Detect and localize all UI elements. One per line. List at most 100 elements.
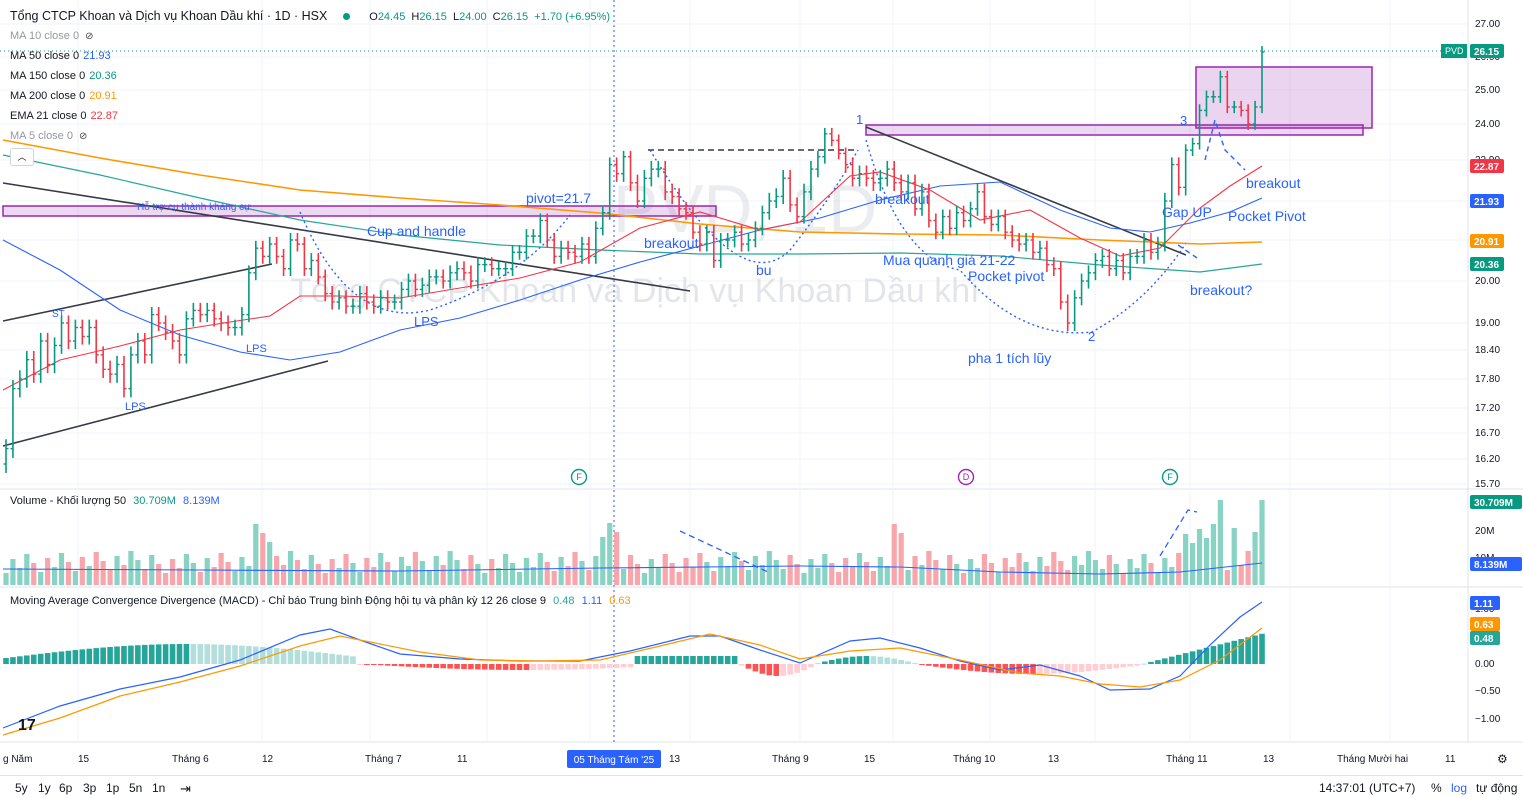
volume-bar[interactable] (967, 559, 974, 585)
macd-hist-bar[interactable] (162, 644, 169, 664)
macd-hist-bar[interactable] (218, 644, 224, 664)
volume-bar[interactable] (738, 561, 745, 585)
macd-hist-bar[interactable] (523, 664, 530, 670)
macd-hist-bar[interactable] (100, 647, 106, 664)
macd-hist-bar[interactable] (815, 663, 821, 665)
macd-hist-bar[interactable] (1203, 647, 1210, 664)
annotation-point-1[interactable]: 1 (856, 112, 863, 127)
volume-bar[interactable] (759, 565, 765, 585)
volume-bar[interactable] (933, 560, 939, 585)
macd-hist-bar[interactable] (752, 664, 759, 672)
macd-hist-bar[interactable] (1023, 664, 1029, 674)
macd-hist-bar[interactable] (1231, 640, 1238, 664)
macd-hist-bar[interactable] (877, 656, 884, 664)
volume-bar[interactable] (364, 558, 370, 585)
volume-bar[interactable] (856, 553, 863, 585)
volume-bar[interactable] (870, 571, 877, 585)
volume-bar[interactable] (620, 569, 627, 585)
volume-bar[interactable] (65, 562, 72, 585)
ma50-line[interactable] (2, 181, 1263, 361)
volume-bar[interactable] (1162, 558, 1168, 585)
volume-bar[interactable] (163, 573, 169, 585)
macd-hist-bar[interactable] (357, 664, 363, 665)
macd-hist-bar[interactable] (1189, 651, 1196, 664)
volume-bar[interactable] (301, 569, 307, 585)
volume-bar[interactable] (1037, 557, 1043, 585)
macd-hist-bar[interactable] (1259, 633, 1265, 664)
volume-bar[interactable] (1044, 566, 1050, 585)
handle-curve[interactable] (1204, 117, 1246, 171)
volume-surge-line[interactable] (1159, 509, 1198, 557)
macd-hist-bar[interactable] (72, 650, 79, 664)
volume-bar[interactable] (884, 566, 890, 585)
macd-hist-bar[interactable] (1085, 664, 1092, 672)
volume-bar[interactable] (128, 551, 134, 585)
indicator-legend-item[interactable]: MA 200 close 0 20.91 (10, 90, 117, 102)
volume-bar[interactable] (1092, 560, 1099, 585)
macd-hist-bar[interactable] (1196, 649, 1203, 664)
volume-legend[interactable]: Volume - Khối lượng 50 30.709M 8.139M (10, 495, 220, 507)
auto-scale-toggle[interactable]: tự động (1476, 781, 1518, 795)
volume-bar[interactable] (641, 573, 648, 585)
macd-hist-bar[interactable] (863, 656, 870, 664)
volume-bar[interactable] (204, 558, 210, 585)
macd-hist-bar[interactable] (502, 664, 509, 670)
volume-bar[interactable] (1148, 563, 1154, 585)
macd-hist-bar[interactable] (1120, 664, 1127, 668)
macd-hist-bar[interactable] (440, 664, 446, 669)
volume-dry-up-line[interactable] (679, 530, 771, 574)
macd-hist-bar[interactable] (1134, 664, 1140, 666)
macd-hist-bar[interactable] (717, 656, 724, 664)
volume-bar[interactable] (516, 572, 523, 585)
volume-bar[interactable] (135, 560, 141, 585)
volume-bar[interactable] (711, 571, 717, 585)
macd-hist-bar[interactable] (211, 644, 217, 664)
volume-bar[interactable] (898, 533, 904, 585)
downtrend-line-2[interactable] (865, 126, 1187, 256)
volume-bar[interactable] (544, 562, 550, 585)
collapse-legend-button[interactable]: ︿ (10, 148, 34, 166)
volume-bar[interactable] (461, 569, 467, 585)
macd-hist-bar[interactable] (86, 648, 93, 664)
timeframe-5n[interactable]: 5n (129, 781, 143, 795)
macd-hist-bar[interactable] (169, 644, 176, 664)
macd-hist-bar[interactable] (114, 646, 120, 664)
volume-bar[interactable] (218, 553, 224, 585)
volume-bar[interactable] (1196, 529, 1203, 585)
annotation-pivot[interactable]: pivot=21.7 (526, 190, 591, 206)
volume-bar[interactable] (551, 571, 557, 585)
volume-bar[interactable] (322, 573, 328, 585)
macd-hist-bar[interactable] (398, 664, 405, 667)
volume-bar[interactable] (773, 560, 779, 585)
macd-hist-bar[interactable] (724, 656, 731, 664)
volume-bar[interactable] (822, 554, 828, 585)
volume-bar[interactable] (197, 572, 203, 585)
annotation-lps-2[interactable]: LPS (246, 343, 267, 355)
volume-bar[interactable] (732, 552, 738, 585)
volume-bar[interactable] (530, 567, 536, 585)
annotation-breakout-1[interactable]: breakout (644, 235, 699, 251)
volume-bar[interactable] (1190, 543, 1196, 585)
volume-bar[interactable] (38, 572, 44, 585)
macd-hist-bar[interactable] (343, 655, 349, 664)
macd-hist-bar[interactable] (1224, 642, 1231, 664)
clock-time[interactable]: 14:37:01 (UTC+7) (1319, 781, 1416, 795)
volume-bar[interactable] (176, 568, 183, 585)
macd-hist-bar[interactable] (329, 653, 335, 664)
volume-bar[interactable] (315, 564, 321, 585)
macd-hist-bar[interactable] (461, 664, 467, 670)
volume-bar[interactable] (294, 560, 301, 585)
ma150-line[interactable] (2, 154, 1263, 273)
log-toggle[interactable]: log (1451, 781, 1468, 795)
macd-hist-bar[interactable] (634, 656, 641, 664)
macd-hist-bar[interactable] (370, 664, 377, 665)
macd-hist-bar[interactable] (315, 652, 322, 664)
macd-hist-bar[interactable] (620, 664, 627, 668)
macd-hist-bar[interactable] (828, 659, 835, 664)
macd-hist-bar[interactable] (655, 656, 662, 664)
volume-bar[interactable] (17, 568, 23, 585)
volume-bar[interactable] (440, 565, 446, 585)
macd-hist-bar[interactable] (364, 664, 370, 665)
volume-bar[interactable] (246, 566, 252, 585)
eye-slash-icon[interactable]: ⊘ (85, 31, 94, 42)
